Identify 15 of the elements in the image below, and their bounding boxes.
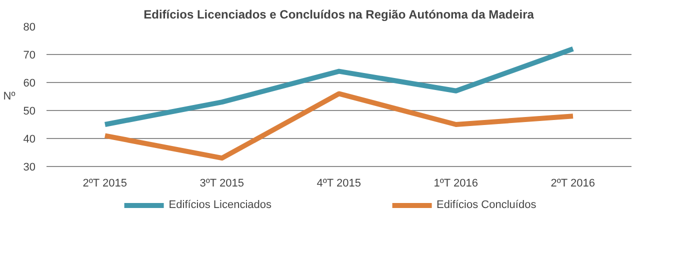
y-tick-label: 60	[23, 78, 36, 90]
x-tick-label: 2ºT 2016	[550, 178, 595, 190]
legend-label: Edifícios Concluídos	[436, 199, 536, 211]
y-tick-label: 40	[23, 134, 36, 146]
chart-title: Edifícios Licenciados e Concluídos na Região Autónoma da Madeira	[144, 8, 534, 22]
y-tick-label: 80	[23, 22, 36, 34]
x-tick-label: 1ºT 2016	[434, 178, 478, 190]
x-tick-label: 2ºT 2015	[82, 178, 127, 190]
x-tick-label: 3ºT 2015	[200, 178, 244, 190]
legend-label: Edifícios Licenciados	[168, 199, 272, 211]
y-tick-label: 50	[23, 106, 36, 118]
x-tick-label: 4ºT 2015	[316, 178, 361, 190]
y-tick-label: 30	[23, 162, 36, 174]
y-axis-title: Nº	[3, 90, 16, 102]
y-tick-label: 70	[23, 50, 36, 62]
